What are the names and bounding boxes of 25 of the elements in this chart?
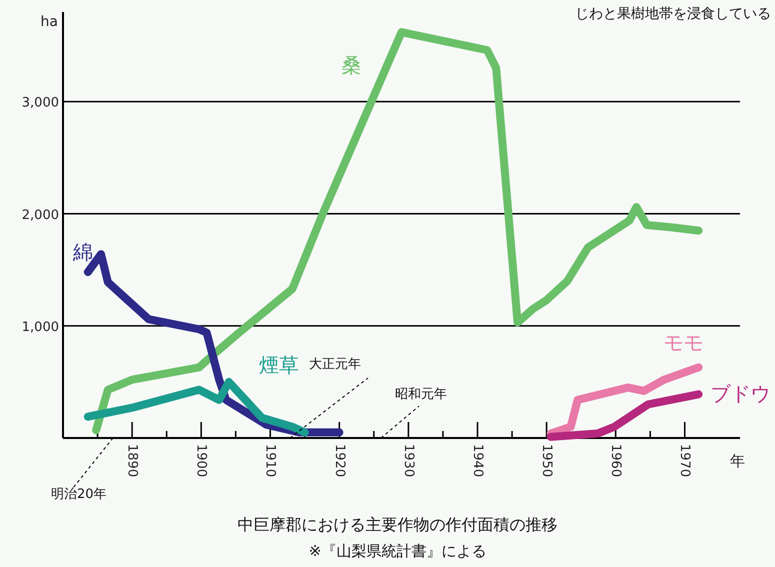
series-label: ブドウ: [710, 381, 771, 406]
text: 明治20年: [51, 487, 107, 502]
annotation: 大正元年: [309, 357, 361, 372]
x-tick-label: 1930: [400, 444, 416, 478]
y-tick-label: 2,000: [22, 208, 59, 223]
series-label: モモ: [664, 330, 704, 354]
x-tick-label: 1890: [124, 444, 140, 478]
series-label: 桑: [342, 53, 362, 78]
annotation: じわと果樹地帯を浸食している: [575, 6, 771, 22]
y-tick-label: 3,000: [22, 96, 59, 111]
x-axis-title: 年: [730, 452, 745, 470]
x-tick-label: 1910: [262, 444, 278, 478]
y-tick-label: 1,000: [22, 320, 59, 335]
x-tick-label: 1900: [194, 444, 209, 478]
series-label: 煙草: [258, 352, 299, 377]
text: 中巨摩郡における主要作物の作付面積の推移: [238, 515, 558, 534]
text: ※『山梨県統計書』による: [308, 542, 486, 560]
y-axis-title: ha: [40, 14, 58, 30]
x-tick-label: 1940: [470, 444, 485, 478]
series-label: 綿: [72, 240, 93, 264]
annotation: 昭和元年: [395, 387, 447, 402]
x-tick-label: 1960: [608, 444, 624, 478]
x-tick-label: 1920: [332, 444, 347, 478]
x-tick-label: 1950: [539, 444, 554, 478]
x-tick-label: 1970: [677, 444, 692, 478]
